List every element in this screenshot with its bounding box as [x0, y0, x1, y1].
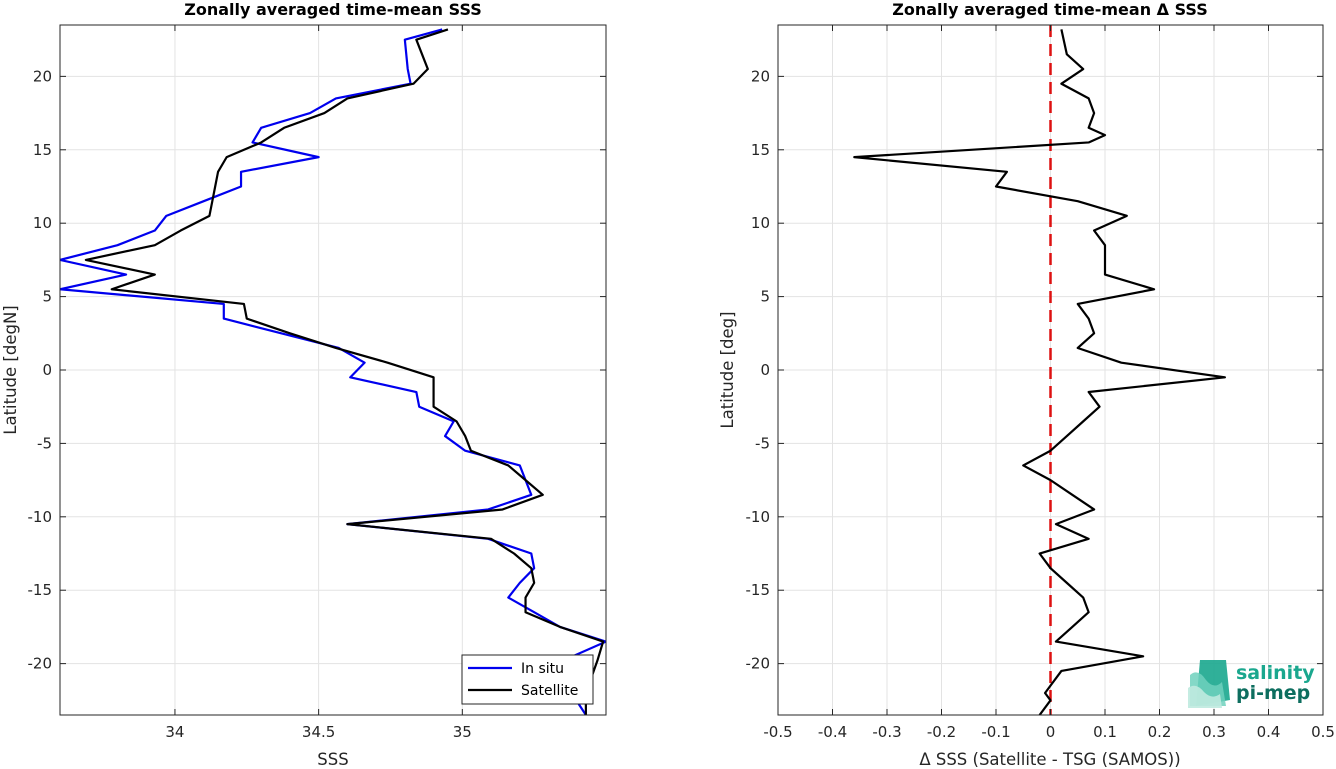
right-x-tick-label: 0: [1046, 723, 1056, 741]
left-x-tick-label: 34: [165, 723, 184, 741]
left-chart-title: Zonally averaged time-mean SSS: [184, 0, 482, 19]
left-series-line-in-situ: [60, 28, 606, 715]
left-y-tick-label: -20: [28, 655, 53, 673]
right-y-tick-label: -15: [746, 581, 771, 599]
logo-text-pi-mep: pi-mep: [1236, 682, 1310, 704]
left-y-tick-label: -5: [37, 434, 52, 452]
left-y-tick-label: -10: [28, 508, 53, 526]
right-x-axis-label: Δ SSS (Satellite - TSG (SAMOS)): [919, 750, 1180, 769]
left-y-tick-label: 5: [42, 288, 52, 306]
legend-label-satellite: Satellite: [521, 683, 578, 699]
left-y-tick-labels: -20 -15 -10 -5 0 5 10 15 20: [28, 67, 53, 672]
left-y-tick-label: 15: [33, 141, 52, 159]
left-y-tick-label: 10: [33, 214, 52, 232]
left-x-tick-labels: 34 34.5 35: [165, 723, 471, 741]
right-chart-title: Zonally averaged time-mean Δ SSS: [892, 0, 1208, 19]
right-y-axis-label: Latitude [deg]: [718, 311, 737, 428]
left-tick-marks: [60, 25, 606, 715]
right-chart-panel: -0.5 -0.4 -0.3 -0.2 -0.1 0 0.1 0.2 0.3 0.4 0.5 -20…: [718, 0, 1335, 769]
right-x-tick-label: -0.4: [818, 723, 847, 741]
right-y-tick-label: 15: [751, 141, 770, 159]
right-x-tick-label: -0.5: [763, 723, 792, 741]
right-series-group: [853, 29, 1227, 715]
right-x-tick-label: -0.3: [872, 723, 901, 741]
right-x-tick-labels: -0.5 -0.4 -0.3 -0.2 -0.1 0 0.1 0.2 0.3 0.4 0.5: [763, 723, 1335, 741]
right-y-tick-label: -5: [755, 434, 770, 452]
right-x-tick-label: -0.1: [981, 723, 1010, 741]
right-x-tick-label: 0.1: [1093, 723, 1117, 741]
wave-icon: [1188, 660, 1230, 708]
left-grid: [60, 25, 606, 715]
right-x-tick-label: 0.3: [1202, 723, 1226, 741]
right-y-tick-label: 20: [751, 67, 770, 85]
left-series-line-satellite: [84, 28, 605, 715]
logo-text-salinity: salinity: [1236, 662, 1315, 684]
left-y-tick-label: 20: [33, 67, 52, 85]
right-y-tick-label: -20: [746, 655, 771, 673]
right-x-tick-label: -0.2: [927, 723, 956, 741]
right-x-tick-label: 0.5: [1311, 723, 1335, 741]
left-y-axis-label: Latitude [degN]: [1, 305, 20, 434]
legend: In situ Satellite: [461, 654, 594, 705]
left-x-axis-label: SSS: [317, 750, 348, 769]
right-x-tick-label: 0.4: [1257, 723, 1281, 741]
right-x-tick-label: 0.2: [1148, 723, 1172, 741]
left-y-tick-label: 0: [42, 361, 52, 379]
salinity-pi-mep-logo: salinity pi-mep: [1188, 660, 1315, 708]
right-y-tick-label: 10: [751, 214, 770, 232]
right-series-line-series-0: [853, 29, 1227, 715]
left-x-tick-label: 34.5: [302, 723, 335, 741]
left-chart-panel: 34 34.5 35 -20 -15 -10 -5 0 5 10 15 20 Zonally ave…: [1, 0, 607, 769]
right-y-tick-label: -10: [746, 508, 771, 526]
left-x-tick-label: 35: [453, 723, 472, 741]
right-y-tick-label: 0: [760, 361, 770, 379]
left-series-group: [60, 28, 606, 715]
right-y-tick-labels: -20 -15 -10 -5 0 5 10 15 20: [746, 67, 771, 672]
left-y-tick-label: -15: [28, 581, 53, 599]
right-y-tick-label: 5: [760, 288, 770, 306]
right-tick-marks: [777, 25, 1324, 715]
legend-label-in-situ: In situ: [521, 661, 564, 677]
legend-box: [461, 654, 594, 705]
